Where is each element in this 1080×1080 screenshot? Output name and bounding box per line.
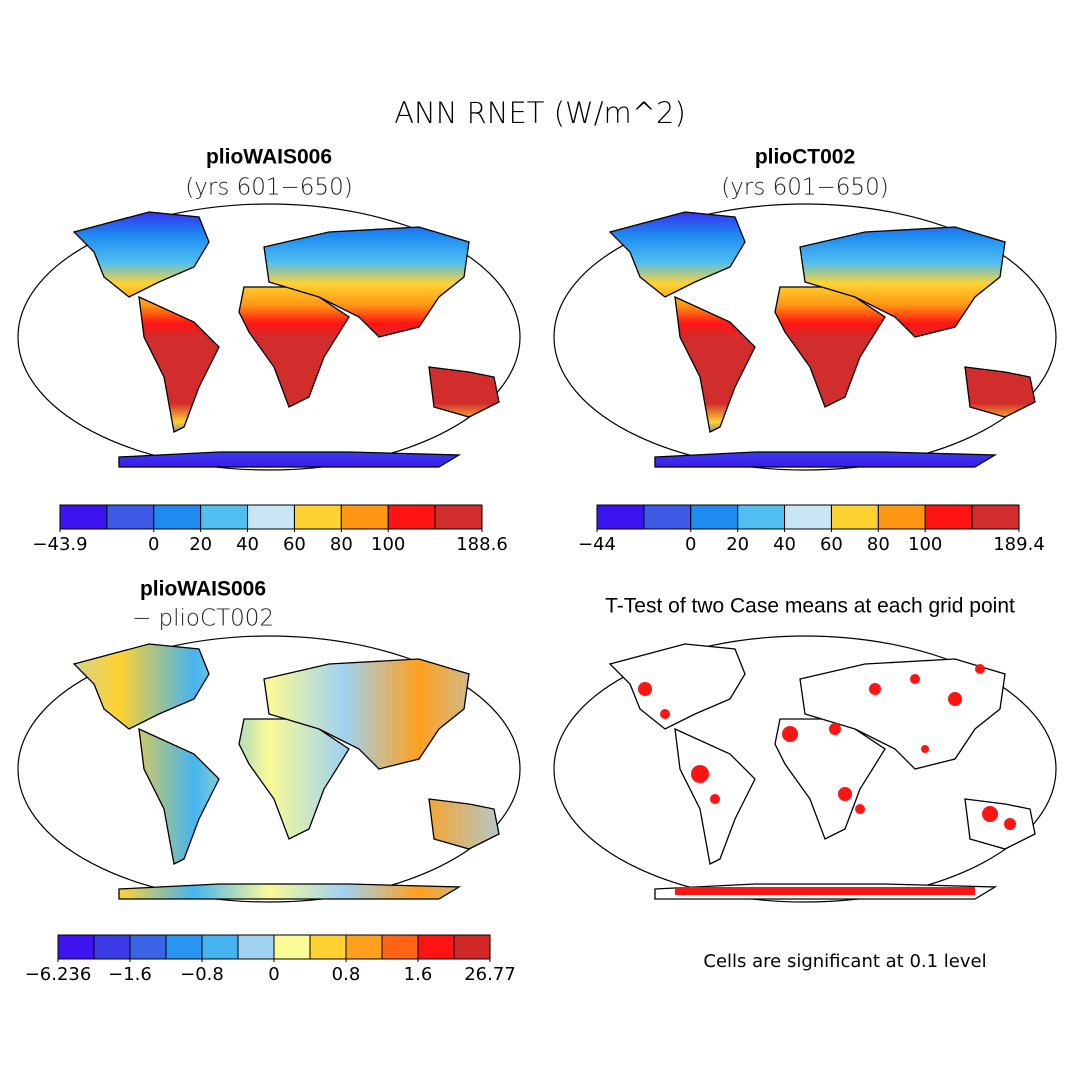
colorbar-label: −0.8 bbox=[180, 964, 224, 985]
colorbar-box bbox=[340, 504, 389, 530]
map-panel bbox=[17, 203, 521, 471]
colorbar-box bbox=[201, 934, 239, 960]
colorbar-box bbox=[106, 504, 155, 530]
colorbar-box bbox=[345, 934, 383, 960]
colorbar-label: 0 bbox=[148, 534, 159, 555]
colorbar-box bbox=[596, 504, 645, 530]
colorbar-box bbox=[690, 504, 739, 530]
colorbar-box bbox=[93, 934, 131, 960]
colorbar-box bbox=[417, 934, 455, 960]
colorbar-label: 20 bbox=[726, 534, 749, 555]
colorbar-box bbox=[924, 504, 973, 530]
colorbar-label: −1.6 bbox=[108, 964, 152, 985]
colorbar-label: 188.6 bbox=[456, 534, 508, 555]
colorbar-box bbox=[381, 934, 419, 960]
colorbar-label: 60 bbox=[820, 534, 843, 555]
colorbar-box bbox=[59, 504, 108, 530]
panel-subtitle: − plioCT002 bbox=[132, 606, 274, 632]
colorbar-label: 60 bbox=[283, 534, 306, 555]
colorbar-label: 0 bbox=[268, 964, 279, 985]
colorbar-box bbox=[877, 504, 926, 530]
colorbar-box bbox=[237, 934, 275, 960]
colorbar-box bbox=[273, 934, 311, 960]
colorbar-box bbox=[971, 504, 1020, 530]
colorbar-label: 80 bbox=[867, 534, 890, 555]
colorbar-label: 40 bbox=[236, 534, 259, 555]
colorbar-box bbox=[57, 934, 95, 960]
colorbar-box bbox=[387, 504, 436, 530]
colorbar-box bbox=[129, 934, 167, 960]
panel-subtitle: (yrs 601−650) bbox=[185, 175, 352, 201]
map-panel bbox=[553, 635, 1057, 903]
colorbar-label: −44 bbox=[578, 534, 616, 555]
colorbar-label: 40 bbox=[773, 534, 796, 555]
colorbar-box bbox=[247, 504, 295, 530]
colorbar-box bbox=[453, 934, 491, 960]
panel-title: T-Test of two Case means at each grid po… bbox=[605, 595, 1015, 618]
panel-title: plioWAIS006 bbox=[140, 578, 266, 601]
colorbar-label: 0.8 bbox=[332, 964, 361, 985]
panel-title: plioWAIS006 bbox=[206, 146, 332, 169]
colorbar-label: 80 bbox=[330, 534, 353, 555]
panel-subtitle: (yrs 601−650) bbox=[721, 175, 888, 201]
colorbar-box bbox=[153, 504, 202, 530]
colorbar-box bbox=[165, 934, 203, 960]
colorbar-box bbox=[434, 504, 483, 530]
colorbar-label: −43.9 bbox=[32, 534, 87, 555]
colorbar-label: 189.4 bbox=[993, 534, 1045, 555]
significant-cells bbox=[638, 664, 1016, 895]
colorbar-label: 26.77 bbox=[464, 964, 516, 985]
colorbar-label: −6.236 bbox=[25, 964, 92, 985]
note: Cells are significant at 0.1 level bbox=[703, 951, 986, 972]
colorbar-box bbox=[737, 504, 786, 530]
colorbar-box bbox=[784, 504, 832, 530]
colorbar-box bbox=[309, 934, 347, 960]
map-panel bbox=[17, 635, 521, 903]
colorbar-label: 100 bbox=[371, 534, 405, 555]
map-panel bbox=[553, 203, 1057, 471]
figure-title: ANN RNET (W/m^2) bbox=[394, 96, 686, 130]
panel-title: plioCT002 bbox=[755, 146, 855, 169]
colorbar-label: 100 bbox=[908, 534, 942, 555]
colorbar-box bbox=[293, 504, 342, 530]
colorbar-label: 0 bbox=[685, 534, 696, 555]
colorbar-box bbox=[200, 504, 249, 530]
colorbar-label: 1.6 bbox=[404, 964, 433, 985]
colorbar-box bbox=[643, 504, 692, 530]
colorbar-box bbox=[830, 504, 879, 530]
colorbar-label: 20 bbox=[189, 534, 212, 555]
